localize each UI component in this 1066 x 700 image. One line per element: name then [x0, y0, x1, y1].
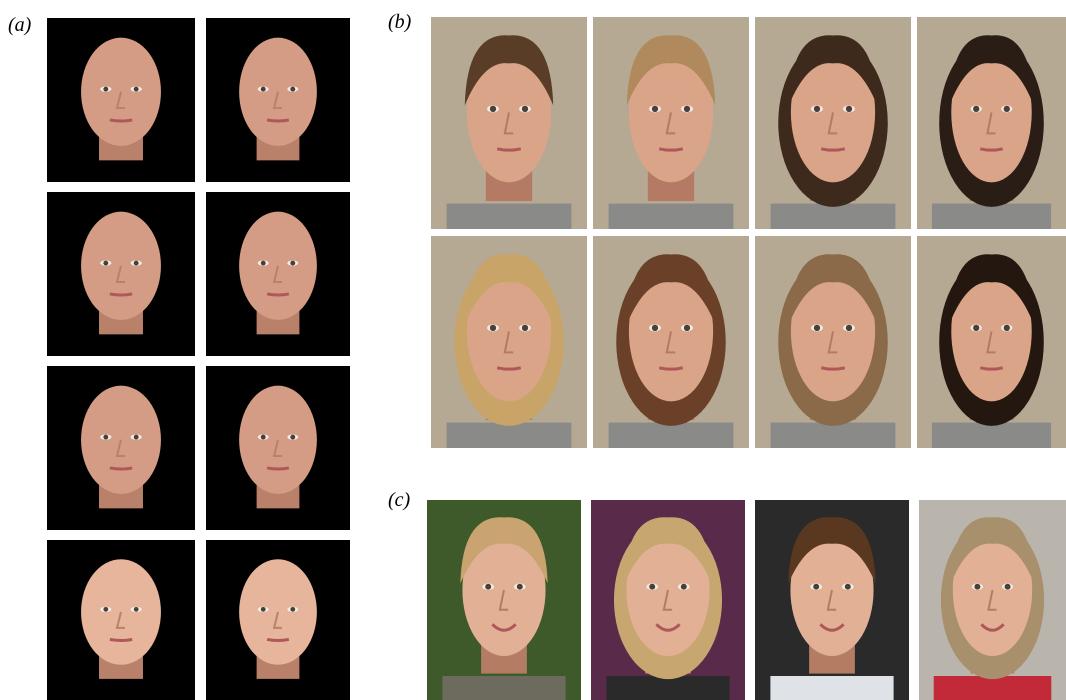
iris	[517, 584, 523, 590]
iris	[103, 87, 108, 92]
iris	[290, 607, 295, 612]
mouth	[659, 368, 683, 369]
mouth	[110, 468, 132, 469]
page: (a) (b) (c) (() => { const data = JSON.p…	[0, 0, 1066, 700]
shirt	[447, 423, 572, 448]
iris	[1004, 325, 1010, 331]
face-photo	[206, 192, 350, 356]
face-photo	[917, 17, 1066, 229]
face-photo	[431, 17, 587, 229]
figure: (a) (b) (c)	[0, 0, 1066, 700]
iris	[485, 584, 491, 590]
iris	[649, 584, 655, 590]
iris	[290, 261, 295, 266]
mouth	[267, 294, 289, 295]
mouth	[497, 149, 521, 150]
face-photo	[206, 18, 350, 182]
iris	[814, 106, 820, 112]
face-photo	[47, 540, 195, 700]
shirt	[771, 204, 896, 229]
iris	[846, 106, 852, 112]
iris	[261, 607, 266, 612]
mouth	[980, 368, 1003, 369]
face-photo	[431, 236, 587, 448]
iris	[845, 584, 851, 590]
shirt	[447, 204, 572, 229]
shirt	[609, 423, 734, 448]
face-photo	[593, 17, 749, 229]
face-photo	[755, 500, 909, 700]
iris	[103, 607, 108, 612]
shirt	[932, 423, 1051, 448]
face-photo	[755, 17, 911, 229]
shirt	[609, 204, 734, 229]
mouth	[267, 468, 289, 469]
face-photo	[593, 236, 749, 448]
iris	[814, 325, 820, 331]
mouth	[821, 149, 845, 150]
iris	[652, 106, 658, 112]
iris	[684, 106, 690, 112]
iris	[134, 607, 139, 612]
panel-label: (a)	[8, 14, 32, 36]
panel-label: (b)	[388, 11, 412, 33]
iris	[261, 435, 266, 440]
face-photo	[591, 500, 745, 700]
iris	[103, 261, 108, 266]
face-photo	[919, 500, 1066, 700]
iris	[490, 106, 496, 112]
mouth	[110, 639, 132, 640]
iris	[973, 325, 979, 331]
shirt	[606, 676, 729, 700]
shirt	[932, 204, 1051, 229]
face-photo	[47, 366, 195, 530]
iris	[261, 261, 266, 266]
face-photo	[427, 500, 581, 700]
iris	[522, 106, 528, 112]
iris	[973, 106, 979, 112]
mouth	[110, 294, 132, 295]
iris	[974, 584, 980, 590]
iris	[846, 325, 852, 331]
iris	[652, 325, 658, 331]
mouth	[110, 120, 132, 121]
shirt	[442, 676, 565, 700]
face-photo	[47, 192, 195, 356]
face-images	[47, 17, 1066, 700]
mouth	[659, 149, 683, 150]
shirt	[771, 423, 896, 448]
mouth	[821, 368, 845, 369]
panel-label: (c)	[388, 489, 411, 511]
iris	[261, 87, 266, 92]
iris	[1005, 584, 1011, 590]
mouth	[980, 149, 1003, 150]
mouth	[497, 368, 521, 369]
face-photo	[47, 18, 195, 182]
iris	[290, 87, 295, 92]
iris	[684, 325, 690, 331]
iris	[490, 325, 496, 331]
iris	[134, 435, 139, 440]
iris	[134, 87, 139, 92]
iris	[103, 435, 108, 440]
iris	[522, 325, 528, 331]
mouth	[267, 120, 289, 121]
shirt	[770, 676, 893, 700]
face-photo	[206, 540, 350, 700]
iris	[134, 261, 139, 266]
face-photo	[917, 236, 1066, 448]
face-photo	[206, 366, 350, 530]
iris	[290, 435, 295, 440]
face-photo	[755, 236, 911, 448]
mouth	[267, 639, 289, 640]
iris	[1004, 106, 1010, 112]
iris	[813, 584, 819, 590]
shirt	[934, 676, 1052, 700]
iris	[681, 584, 687, 590]
